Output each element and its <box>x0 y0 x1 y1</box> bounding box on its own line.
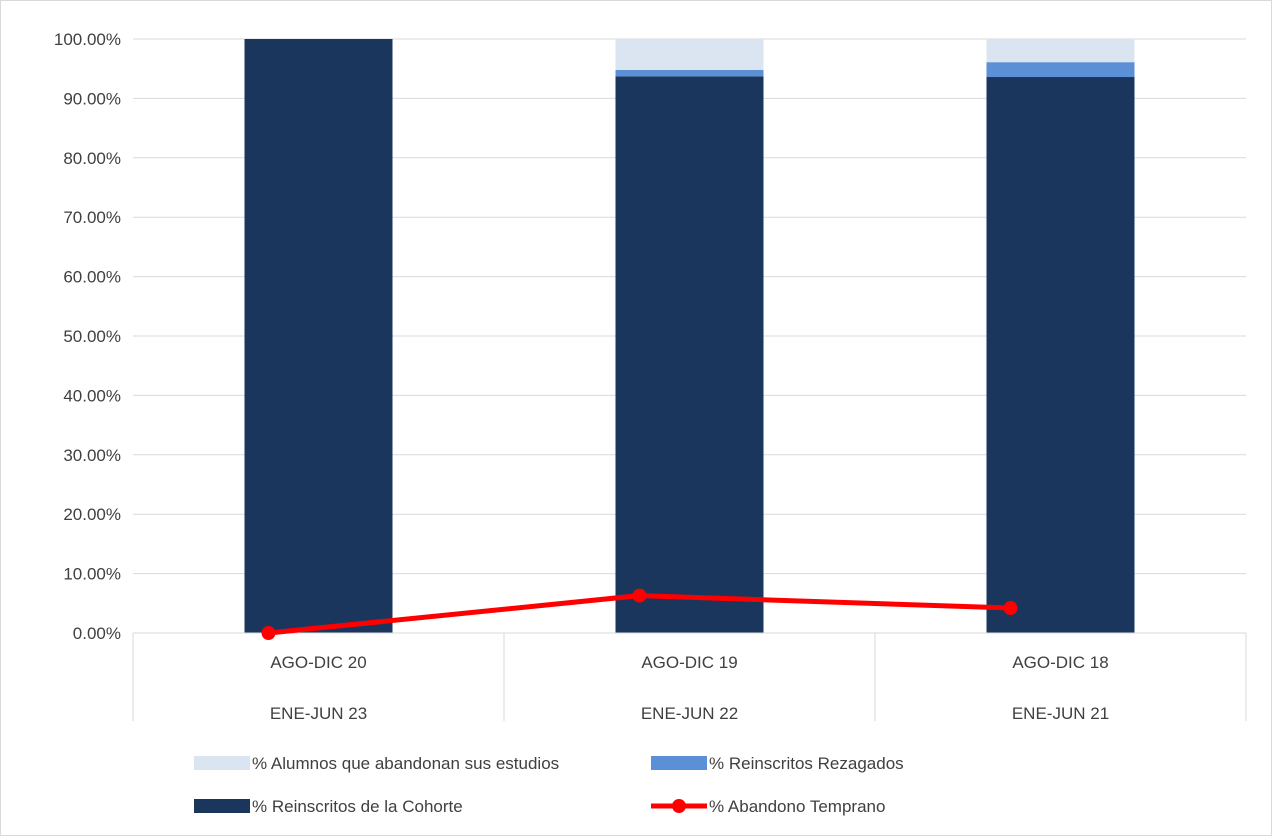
line-point <box>1003 601 1018 616</box>
bar-segment <box>986 39 1135 63</box>
y-tick-label: 10.00% <box>63 565 121 584</box>
legend-swatch <box>194 799 250 813</box>
category-label-level1: AGO-DIC 20 <box>270 653 366 672</box>
abandono-temprano-line <box>261 588 1018 640</box>
category-label-level2: ENE-JUN 22 <box>641 704 738 723</box>
y-tick-label: 80.00% <box>63 149 121 168</box>
legend-swatch <box>194 756 250 770</box>
bar-segment <box>615 76 764 633</box>
legend-label: % Reinscritos de la Cohorte <box>252 797 463 816</box>
bar-segment <box>986 62 1135 78</box>
bar-segment <box>615 69 764 77</box>
y-tick-label: 50.00% <box>63 327 121 346</box>
bars <box>244 39 1135 634</box>
legend-item: % Alumnos que abandonan sus estudios <box>194 754 559 773</box>
y-axis-tick-labels: 0.00% 10.00% 20.00% 30.00% 40.00% 50.00% 60.00… <box>54 30 121 643</box>
bar-segment <box>615 39 764 70</box>
category-label-level2: ENE-JUN 23 <box>270 704 367 723</box>
legend-swatch <box>651 756 707 770</box>
category-axis: AGO-DIC 20 ENE-JUN 23 AGO-DIC 19 ENE-JUN 22… <box>132 632 1247 723</box>
category-label-level2: ENE-JUN 21 <box>1012 704 1109 723</box>
y-tick-label: 20.00% <box>63 505 121 524</box>
y-tick-label: 100.00% <box>54 30 121 49</box>
legend-item: % Reinscritos de la Cohorte <box>194 797 463 816</box>
legend-marker <box>672 799 686 813</box>
legend-label: % Alumnos que abandonan sus estudios <box>252 754 559 773</box>
y-tick-label: 60.00% <box>63 268 121 287</box>
legend: % Alumnos que abandonan sus estudios % Re… <box>194 754 904 816</box>
category-label-level1: AGO-DIC 18 <box>1012 653 1108 672</box>
line-point <box>261 626 276 640</box>
y-tick-label: 40.00% <box>63 386 121 405</box>
category-label-level1: AGO-DIC 19 <box>641 653 737 672</box>
line-point <box>632 588 647 603</box>
legend-label: % Abandono Temprano <box>709 797 885 816</box>
y-tick-label: 70.00% <box>63 208 121 227</box>
legend-item: % Abandono Temprano <box>651 797 885 816</box>
y-tick-label: 0.00% <box>73 624 121 643</box>
legend-item: % Reinscritos Rezagados <box>651 754 904 773</box>
y-tick-label: 30.00% <box>63 446 121 465</box>
bar-segment <box>244 39 393 633</box>
y-tick-label: 90.00% <box>63 89 121 108</box>
bar-segment <box>986 77 1135 634</box>
legend-label: % Reinscritos Rezagados <box>709 754 904 773</box>
